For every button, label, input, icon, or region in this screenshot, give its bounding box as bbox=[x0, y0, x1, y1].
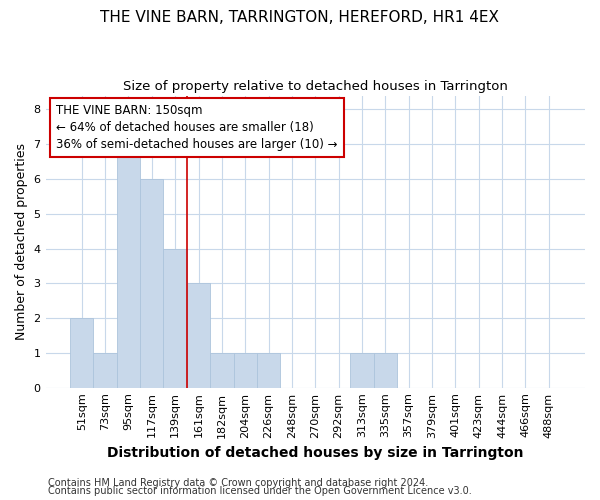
Text: THE VINE BARN: 150sqm
← 64% of detached houses are smaller (18)
36% of semi-deta: THE VINE BARN: 150sqm ← 64% of detached … bbox=[56, 104, 338, 152]
Bar bbox=[70, 318, 94, 388]
X-axis label: Distribution of detached houses by size in Tarrington: Distribution of detached houses by size … bbox=[107, 446, 524, 460]
Bar bbox=[210, 353, 233, 388]
Bar bbox=[117, 144, 140, 388]
Bar bbox=[187, 284, 210, 388]
Text: Contains public sector information licensed under the Open Government Licence v3: Contains public sector information licen… bbox=[48, 486, 472, 496]
Bar bbox=[257, 353, 280, 388]
Bar bbox=[140, 179, 163, 388]
Title: Size of property relative to detached houses in Tarrington: Size of property relative to detached ho… bbox=[123, 80, 508, 93]
Bar bbox=[94, 353, 117, 388]
Bar bbox=[233, 353, 257, 388]
Text: THE VINE BARN, TARRINGTON, HEREFORD, HR1 4EX: THE VINE BARN, TARRINGTON, HEREFORD, HR1… bbox=[101, 10, 499, 25]
Bar bbox=[350, 353, 374, 388]
Bar bbox=[163, 248, 187, 388]
Bar bbox=[374, 353, 397, 388]
Text: Contains HM Land Registry data © Crown copyright and database right 2024.: Contains HM Land Registry data © Crown c… bbox=[48, 478, 428, 488]
Y-axis label: Number of detached properties: Number of detached properties bbox=[15, 143, 28, 340]
